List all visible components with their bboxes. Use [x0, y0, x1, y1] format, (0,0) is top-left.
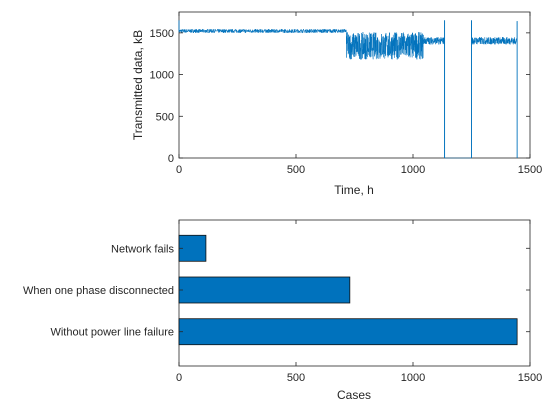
- top-y-tick-label: 1500: [150, 28, 174, 40]
- transmitted-data-line: [178, 20, 518, 159]
- category-label: When one phase disconnected: [23, 285, 174, 297]
- category-label: Network fails: [111, 243, 174, 255]
- top-x-ticks: 0 500 1000 1500: [176, 12, 542, 176]
- category-labels: Without power line failure When one phase…: [23, 243, 530, 339]
- bottom-x-tick-label: 500: [287, 372, 305, 384]
- bottom-x-tick-label: 1500: [518, 372, 542, 384]
- top-y-tick-label: 1000: [150, 70, 174, 82]
- top-x-tick-label: 1500: [518, 164, 542, 176]
- bottom-x-tick-label: 0: [176, 372, 182, 384]
- bar-chart: 0 500 1000 1500 Without power line failureW…: [23, 219, 542, 402]
- top-plot-area: [178, 20, 518, 159]
- top-x-tick-label: 0: [176, 164, 182, 176]
- top-x-axis-label: Time, h: [334, 183, 374, 197]
- bottom-x-tick-label: 1000: [401, 372, 425, 384]
- top-y-axis-label: Transmitted data, kB: [131, 30, 145, 140]
- bar: [178, 276, 351, 304]
- top-x-tick-label: 1000: [401, 164, 425, 176]
- top-axes-box: [178, 11, 531, 159]
- top-y-tick-label: 0: [168, 153, 174, 165]
- top-x-tick-label: 500: [287, 164, 305, 176]
- bottom-x-ticks: 0 500 1000 1500: [176, 220, 542, 384]
- bar: [178, 318, 518, 346]
- bars: [178, 234, 518, 346]
- bottom-x-axis-label: Cases: [337, 388, 371, 402]
- time-series-chart: 0 500 1000 1500 0 500 1000 1500 Time, h Transm…: [131, 11, 542, 197]
- category-label: Without power line failure: [50, 327, 174, 339]
- bar: [178, 234, 207, 262]
- top-y-ticks: 0 500 1000 1500: [150, 28, 530, 165]
- top-y-tick-label: 500: [156, 111, 174, 123]
